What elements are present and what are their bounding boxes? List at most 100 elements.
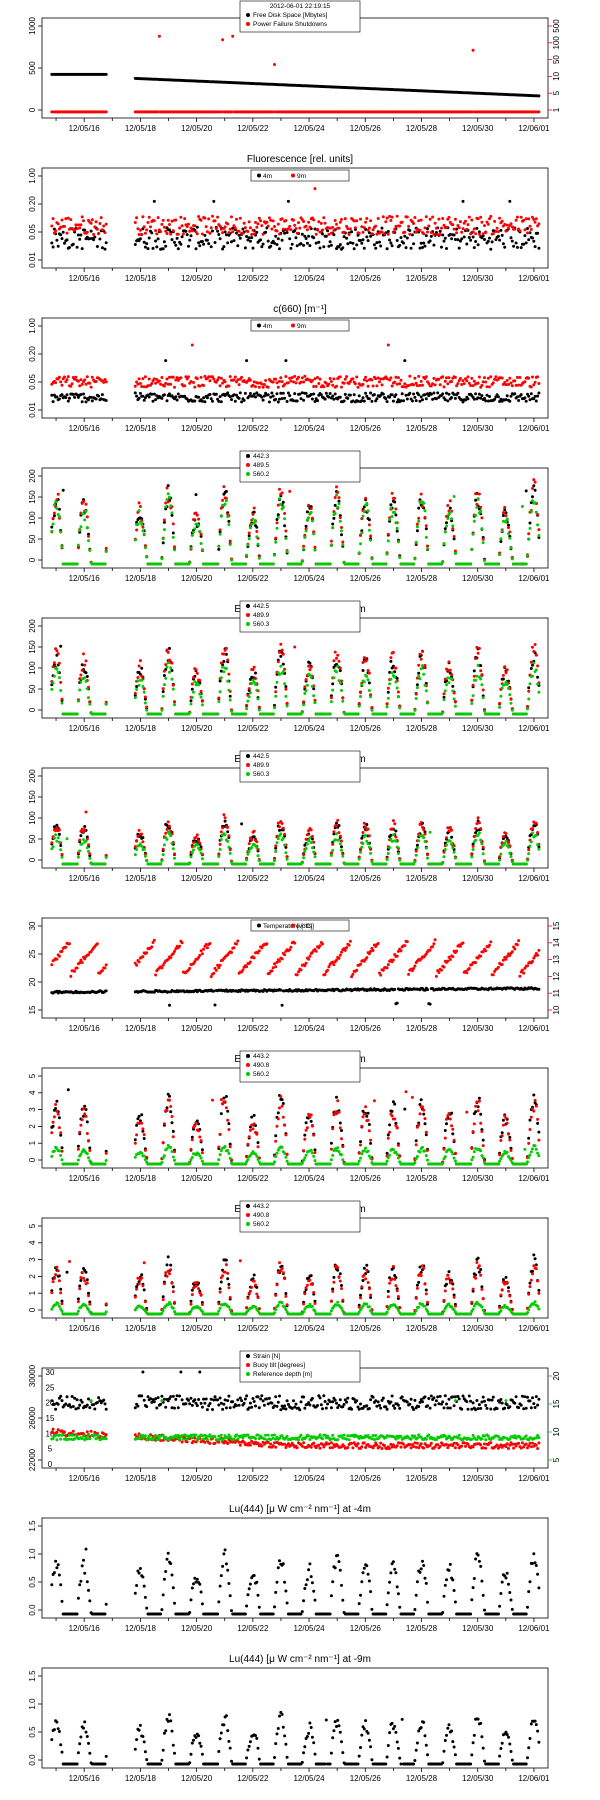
data-point — [233, 226, 237, 230]
data-point — [73, 228, 77, 232]
data-point — [80, 668, 84, 672]
data-point — [417, 219, 421, 223]
data-point — [97, 394, 101, 398]
data-point — [209, 226, 213, 230]
y-tick-label: 150 — [28, 640, 37, 654]
data-point — [252, 506, 256, 510]
data-point — [226, 222, 230, 226]
data-point — [78, 384, 82, 388]
data-point — [443, 527, 447, 531]
data-point — [284, 529, 288, 533]
data-point — [470, 698, 474, 702]
data-point — [292, 380, 295, 384]
data-point — [396, 540, 400, 544]
data-point — [300, 560, 304, 563]
data-point — [199, 845, 203, 849]
data-point — [59, 225, 63, 229]
x-tick-label: 12/05/26 — [350, 874, 382, 883]
data-point — [266, 385, 270, 389]
data-point — [531, 674, 534, 678]
data-point — [267, 216, 271, 220]
data-point — [235, 217, 238, 221]
data-point — [246, 543, 250, 547]
data-point — [133, 243, 137, 246]
data-point — [246, 379, 250, 383]
data-point — [447, 681, 451, 685]
data-point — [276, 513, 280, 517]
data-point — [365, 502, 369, 505]
data-point — [283, 682, 287, 686]
data-point — [55, 507, 59, 511]
data-point — [364, 391, 368, 395]
data-point — [341, 540, 345, 544]
data-point — [445, 391, 448, 395]
data-point — [184, 375, 188, 379]
data-point — [470, 547, 474, 551]
data-point — [466, 375, 470, 379]
data-point — [442, 542, 446, 546]
y-tick-label: 50 — [28, 534, 37, 543]
data-point — [424, 397, 428, 401]
data-point — [359, 533, 362, 537]
data-point — [192, 518, 195, 521]
data-point — [317, 220, 321, 224]
data-point — [252, 380, 256, 384]
data-point — [152, 199, 156, 203]
data-point — [247, 531, 251, 535]
data-point — [227, 231, 231, 235]
data-point — [79, 223, 83, 227]
data-point — [179, 242, 183, 246]
data-point — [190, 682, 194, 686]
data-point — [73, 395, 77, 399]
data-point — [412, 222, 416, 225]
data-point — [532, 484, 536, 488]
data-point — [83, 518, 87, 522]
data-point — [432, 243, 436, 247]
data-point — [380, 230, 384, 234]
data-point — [142, 398, 146, 402]
data-point — [501, 514, 505, 517]
data-point — [78, 528, 82, 532]
legend-marker — [246, 472, 250, 476]
data-point — [479, 396, 483, 400]
data-point — [143, 697, 147, 701]
data-point — [295, 244, 299, 248]
data-point — [456, 391, 460, 395]
data-point — [494, 238, 498, 242]
data-point — [467, 381, 471, 385]
data-point — [505, 394, 509, 398]
data-point — [85, 687, 89, 691]
data-point — [60, 545, 64, 548]
data-point — [188, 711, 192, 715]
data-point — [299, 380, 303, 384]
data-point — [275, 680, 279, 684]
x-tick-label: 12/05/24 — [293, 574, 325, 583]
data-point — [230, 558, 233, 562]
x-tick-label: 12/06/01 — [518, 274, 550, 283]
data-point — [331, 526, 335, 530]
data-point — [54, 381, 58, 385]
data-point — [452, 697, 456, 701]
data-point — [284, 685, 288, 689]
data-point — [188, 238, 192, 242]
data-point — [421, 246, 424, 249]
data-point — [78, 688, 82, 692]
data-point — [309, 675, 313, 679]
data-point — [415, 384, 419, 388]
data-point — [534, 510, 538, 514]
data-point — [254, 677, 257, 680]
data-point — [329, 231, 333, 235]
data-point — [146, 384, 150, 388]
legend: 4m 9m — [250, 169, 350, 182]
data-point — [443, 530, 447, 534]
data-point — [274, 685, 278, 689]
data-point — [450, 517, 454, 521]
data-point — [337, 679, 341, 683]
data-point — [407, 224, 411, 228]
data-point — [386, 696, 390, 700]
data-point — [483, 559, 486, 562]
data-point — [319, 393, 323, 397]
x-tick-label: 12/05/24 — [293, 424, 325, 433]
data-point — [161, 541, 165, 545]
data-point — [226, 391, 230, 395]
